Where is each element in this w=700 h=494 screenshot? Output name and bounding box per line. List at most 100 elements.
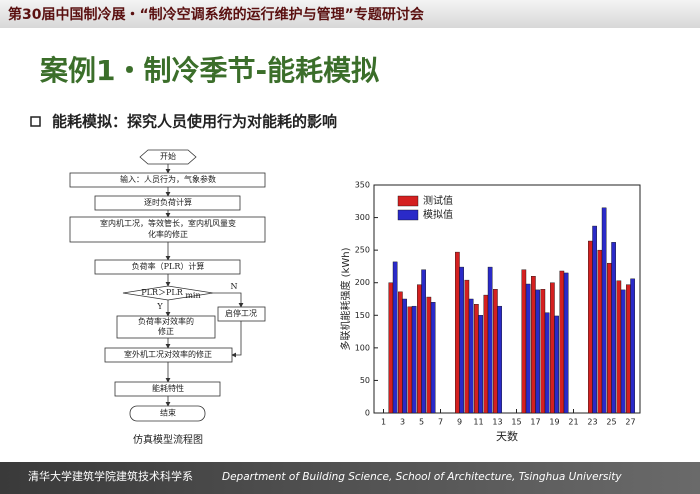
header-title: 第30届中国制冷展・“制冷空调系统的运行维护与管理”专题研讨会 [8, 6, 425, 23]
bar [597, 249, 603, 414]
x-tick-label: 27 [625, 418, 635, 427]
header-bar [0, 0, 700, 28]
node-label: 启停工况 [225, 308, 257, 318]
branch-label: N [231, 282, 238, 291]
legend-swatch [397, 209, 419, 221]
node [94, 195, 241, 211]
bar [521, 269, 527, 414]
node-label: min [185, 291, 200, 300]
bar [559, 270, 565, 414]
x-tick-label: 3 [400, 418, 405, 427]
node-label: 能耗特性 [152, 383, 184, 393]
bullet [30, 116, 41, 127]
bar [455, 251, 460, 414]
bar [464, 279, 470, 414]
slide-subtitle: 能耗模拟：探究人员使用行为对能耗的影响 [52, 113, 337, 131]
node-label: 负荷率对效率的 [138, 316, 194, 326]
y-tick-label: 250 [355, 246, 370, 255]
bar [388, 282, 394, 414]
x-tick-label: 9 [457, 418, 462, 427]
node-label: 开始 [160, 151, 176, 161]
node [139, 149, 197, 165]
node [69, 216, 266, 243]
y-tick-label: 150 [355, 311, 370, 320]
node-label: 修正 [158, 326, 174, 336]
bar [620, 289, 626, 414]
bar [563, 272, 569, 414]
legend-label: 模拟值 [423, 208, 453, 221]
bar [398, 291, 403, 414]
y-tick-label: 100 [355, 343, 370, 352]
x-tick-label: 19 [549, 418, 559, 427]
footer-bar [0, 462, 700, 494]
bar [607, 262, 612, 414]
node-label: 室内机工况，等效管长，室内机风量变 [100, 218, 236, 228]
bar [483, 294, 489, 414]
x-tick-label: 17 [530, 418, 540, 427]
bar [459, 266, 465, 414]
footer-english: Department of Building Science, School o… [222, 471, 622, 483]
bar [487, 266, 493, 414]
bar [588, 240, 593, 414]
branch-label: Y [156, 302, 163, 311]
y-tick-label: 350 [355, 181, 370, 190]
bar [417, 284, 422, 414]
bar [616, 280, 622, 414]
bar [468, 298, 474, 414]
y-axis-label: 多联机能耗强度 (kWh) [339, 247, 352, 350]
bar [407, 306, 413, 414]
y-tick-label: 300 [355, 213, 370, 222]
node-label: 室外机工况对效率的修正 [124, 349, 212, 359]
bar [626, 284, 631, 414]
node [114, 381, 221, 397]
bar [493, 289, 498, 414]
x-tick-label: 11 [473, 418, 483, 427]
node-label: 负荷率（PLR）计算 [132, 261, 205, 271]
y-tick-label: 0 [365, 409, 370, 418]
bar [392, 261, 398, 414]
node [217, 306, 266, 322]
bar [402, 298, 408, 414]
bar [525, 283, 531, 414]
node-label: 逐时负荷计算 [144, 197, 192, 207]
bar [544, 312, 550, 414]
bar [535, 289, 541, 414]
plot-frame [373, 184, 641, 414]
footer-institution: 清华大学建筑学院建筑技术科学系 [28, 469, 193, 483]
flowchart: 开始 输入：人员行为，气象参数 逐时负荷计算 室内机工况，等效管长，室内机风量变… [69, 149, 266, 446]
bar [478, 315, 484, 414]
x-tick-label: 5 [419, 418, 424, 427]
y-tick-label: 50 [360, 376, 370, 385]
node [94, 259, 241, 275]
x-tick-label: 7 [438, 418, 443, 427]
node [104, 347, 233, 363]
bar [592, 225, 598, 414]
bar [426, 296, 432, 414]
bar [611, 242, 617, 414]
bar [421, 269, 427, 414]
x-tick-label: 23 [587, 418, 597, 427]
node [69, 172, 266, 188]
bar [430, 302, 436, 414]
bar [630, 278, 636, 414]
node [129, 405, 206, 422]
node [116, 315, 216, 339]
bar [601, 207, 607, 414]
node-label: 化率的修正 [148, 229, 188, 239]
node-label: PLR＞PLR [141, 288, 183, 297]
y-tick-label: 200 [355, 278, 370, 287]
x-tick-label: 21 [568, 418, 578, 427]
flowchart-caption: 仿真模型流程图 [133, 433, 203, 446]
bar [540, 289, 546, 414]
bar [550, 282, 555, 414]
bar [411, 305, 417, 414]
bar [474, 304, 479, 414]
legend-swatch [397, 195, 419, 207]
slide-title: 案例1・制冷季节-能耗模拟 [40, 54, 379, 87]
bar [554, 315, 560, 414]
x-tick-label: 15 [511, 418, 521, 427]
x-tick-label: 25 [606, 418, 616, 427]
legend-label: 测试值 [423, 194, 453, 207]
